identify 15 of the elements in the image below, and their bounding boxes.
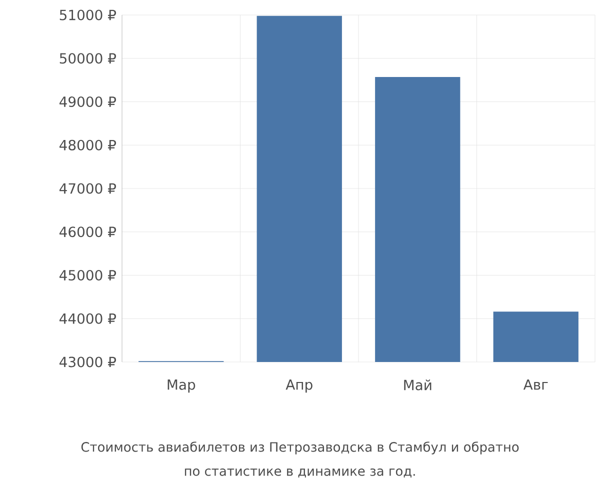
x-tick-label: Май (404, 380, 432, 390)
y-tick-label: 48000 ₽ (60, 140, 116, 150)
x-tick-label: Апр (286, 380, 312, 393)
x-tick-label: Авг (523, 380, 548, 390)
x-tick-label: Мар (168, 380, 196, 393)
text: по статистике в динамике за год. (184, 468, 415, 478)
y-tick-label: 45000 ₽ (60, 270, 116, 281)
y-tick-label: 44000 ₽ (60, 313, 116, 324)
y-tick-label: 43000 ₽ (60, 356, 116, 368)
y-tick-label: 47000 ₽ (60, 183, 116, 194)
y-tick-label: 51000 ₽ (60, 10, 116, 20)
y-tick-label: 46000 ₽ (60, 226, 116, 238)
y-tick-label: 49000 ₽ (60, 96, 116, 108)
text: Стоимость авиабилетов из Петрозаводска в Стамбул и обратно (81, 442, 519, 454)
y-tick-label: 50000 ₽ (60, 53, 116, 64)
